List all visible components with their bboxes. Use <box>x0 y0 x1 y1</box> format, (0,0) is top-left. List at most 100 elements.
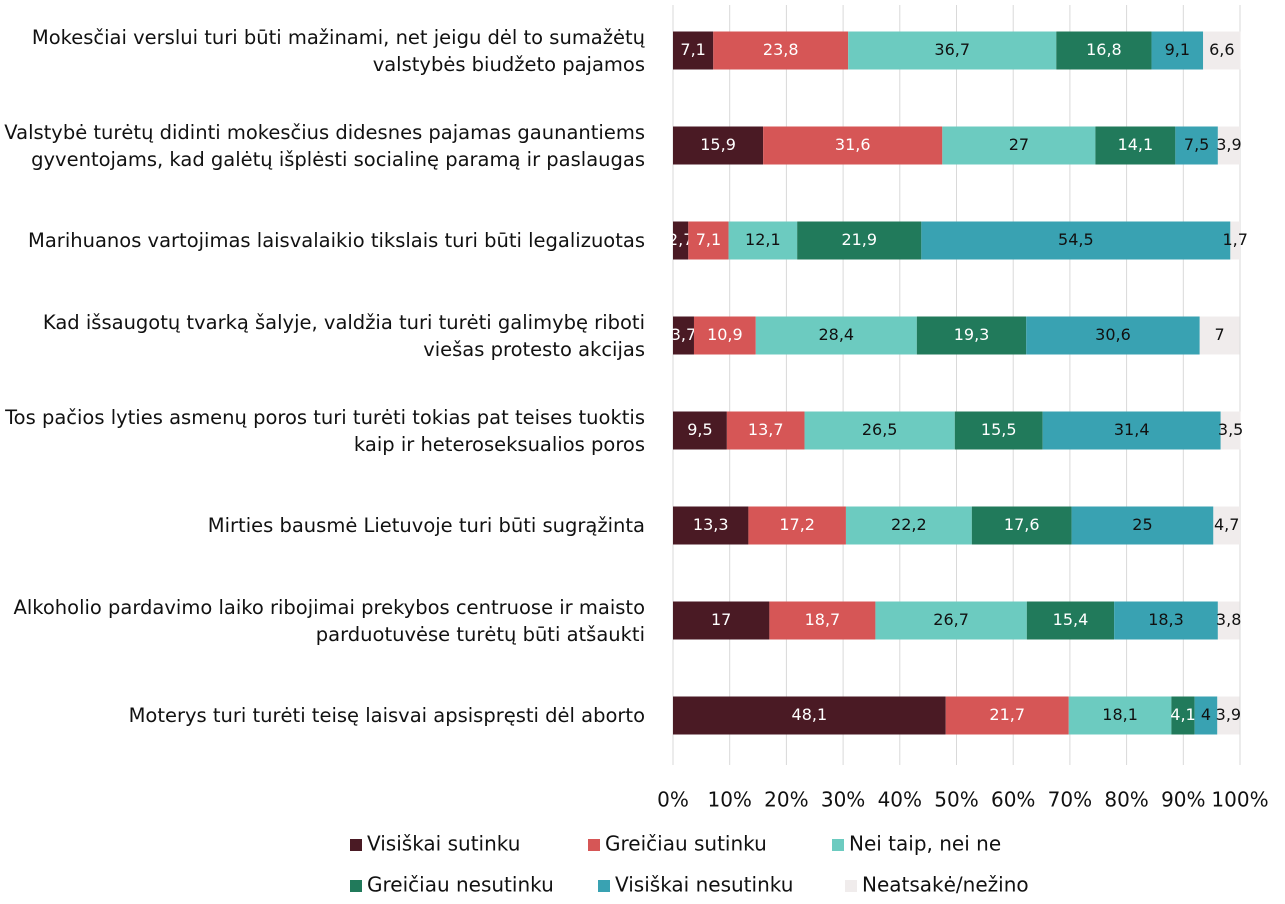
bar-segment <box>942 126 1096 165</box>
value-label: 4 <box>1201 705 1211 724</box>
value-label: 15,4 <box>1053 610 1089 629</box>
value-label: 7,1 <box>680 40 705 59</box>
bar-segment <box>1217 696 1240 735</box>
bar-segment <box>1151 31 1204 70</box>
bar-segment <box>804 411 955 450</box>
bar-segment <box>673 601 770 640</box>
value-label: 3,5 <box>1218 420 1243 439</box>
value-label: 25 <box>1132 515 1152 534</box>
value-label: 16,8 <box>1086 40 1122 59</box>
value-label: 4,7 <box>1214 515 1239 534</box>
value-label: 23,8 <box>763 40 799 59</box>
x-tick-label: 100% <box>1211 788 1268 812</box>
bar-segment <box>1217 126 1240 165</box>
value-label: 10,9 <box>707 325 743 344</box>
x-tick-label: 70% <box>1048 788 1092 812</box>
bar-segment <box>1042 411 1221 450</box>
value-label: 6,6 <box>1209 40 1234 59</box>
bar-segment <box>763 126 943 165</box>
bar-segment <box>954 411 1043 450</box>
legend-label: Greičiau nesutinku <box>367 873 554 897</box>
legend-label: Visiškai sutinku <box>367 832 520 856</box>
x-tick-label: 80% <box>1104 788 1148 812</box>
value-label: 31,6 <box>835 135 871 154</box>
value-label: 18,7 <box>805 610 841 629</box>
x-tick-label: 30% <box>821 788 865 812</box>
category-label: Valstybė turėtų didinti mokesčius didesn… <box>4 120 645 171</box>
bar-segment <box>748 506 846 545</box>
value-label: 17,2 <box>779 515 815 534</box>
bar-segment <box>1175 126 1218 165</box>
value-label: 19,3 <box>954 325 990 344</box>
value-label: 15,5 <box>981 420 1017 439</box>
value-label: 3,8 <box>1216 610 1241 629</box>
value-label: 2,7 <box>668 230 693 249</box>
x-tick-label: 20% <box>764 788 808 812</box>
bar-segment <box>1026 316 1200 355</box>
bar-segment <box>673 221 689 260</box>
value-label: 7,1 <box>696 230 721 249</box>
category-label: Kad išsaugotų tvarką šalyje, valdžia tur… <box>42 310 645 361</box>
value-label: 18,1 <box>1102 705 1138 724</box>
value-label: 12,1 <box>745 230 781 249</box>
value-label: 17,6 <box>1004 515 1040 534</box>
bar-segment <box>1056 31 1152 70</box>
bar-segment <box>1230 221 1240 260</box>
value-label: 15,9 <box>700 135 736 154</box>
bar-segment <box>713 31 849 70</box>
value-label: 18,3 <box>1148 610 1184 629</box>
value-label: 28,4 <box>818 325 854 344</box>
legend-swatch <box>588 839 600 851</box>
value-label: 26,5 <box>862 420 898 439</box>
value-label: 30,6 <box>1095 325 1131 344</box>
x-tick-label: 90% <box>1161 788 1205 812</box>
x-tick-label: 60% <box>991 788 1035 812</box>
value-label: 31,4 <box>1114 420 1150 439</box>
legend-swatch <box>350 839 362 851</box>
bar-segment <box>971 506 1072 545</box>
legend-label: Neatsakė/nežino <box>862 873 1029 897</box>
value-label: 48,1 <box>792 705 828 724</box>
bar-segment <box>1217 601 1240 640</box>
value-label: 3,7 <box>671 325 696 344</box>
value-label: 3,9 <box>1216 135 1241 154</box>
value-label: 26,7 <box>933 610 969 629</box>
value-label: 17 <box>711 610 731 629</box>
bar-segment <box>1199 316 1240 355</box>
x-tick-label: 10% <box>707 788 751 812</box>
bar-segment <box>1071 506 1214 545</box>
value-label: 7 <box>1214 325 1224 344</box>
bar-segment <box>921 221 1231 260</box>
legend-swatch <box>598 880 610 892</box>
bar-segment <box>845 506 972 545</box>
bar-segment <box>1095 126 1176 165</box>
legend-label: Greičiau sutinku <box>605 832 767 856</box>
value-label: 22,2 <box>891 515 927 534</box>
bar-segment <box>1114 601 1218 640</box>
bar-segment <box>755 316 917 355</box>
bar-segment <box>1213 506 1240 545</box>
bar-segment <box>916 316 1027 355</box>
value-label: 4,1 <box>1170 705 1195 724</box>
bar-segment <box>769 601 876 640</box>
bar-segment <box>1026 601 1115 640</box>
bar-segment <box>728 221 798 260</box>
category-label: Alkoholio pardavimo laiko ribojimai prek… <box>13 595 645 646</box>
x-tick-label: 50% <box>934 788 978 812</box>
bar-segment <box>693 316 756 355</box>
value-label: 13,3 <box>693 515 729 534</box>
value-label: 7,5 <box>1184 135 1209 154</box>
bar-segment <box>1203 31 1241 70</box>
bar-segment <box>1171 696 1195 735</box>
value-label: 9,5 <box>687 420 712 439</box>
value-label: 21,7 <box>989 705 1025 724</box>
value-label: 1,7 <box>1222 230 1247 249</box>
x-tick-label: 0% <box>657 788 689 812</box>
value-label: 9,1 <box>1165 40 1190 59</box>
value-label: 36,7 <box>934 40 970 59</box>
x-tick-label: 40% <box>878 788 922 812</box>
bar-segment <box>673 696 946 735</box>
bar-segment <box>1194 696 1218 735</box>
